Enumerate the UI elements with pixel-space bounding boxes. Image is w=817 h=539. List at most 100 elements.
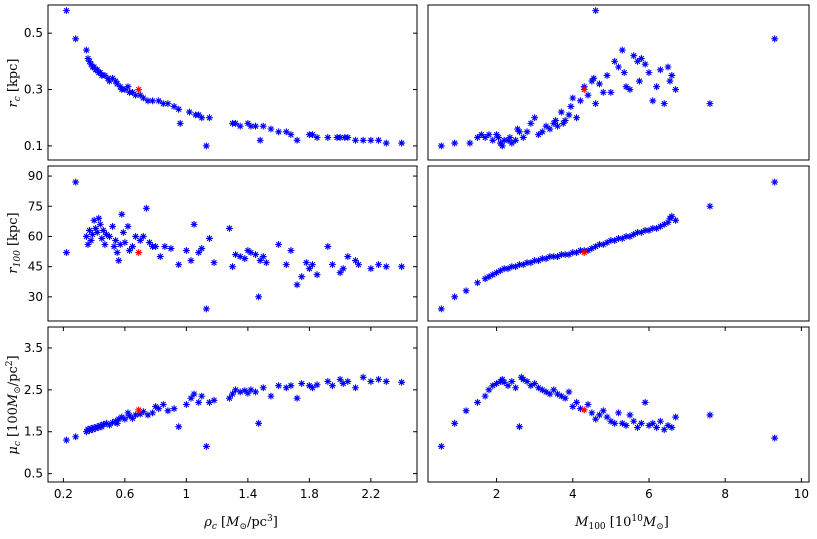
- data-point: [302, 259, 310, 267]
- data-point: [324, 377, 332, 386]
- xtick-label: 1: [183, 487, 191, 501]
- data-point: [672, 413, 680, 421]
- data-point: [534, 257, 543, 265]
- data-point: [298, 380, 306, 388]
- data-point: [561, 116, 569, 125]
- data-point: [287, 246, 295, 255]
- data-point: [351, 136, 360, 144]
- data-point: [259, 384, 267, 392]
- data-point: [672, 85, 680, 94]
- data-point: [565, 251, 573, 259]
- data-point: [553, 253, 562, 261]
- data-point: [202, 442, 210, 450]
- data-point: [607, 88, 615, 96]
- data-point: [275, 382, 283, 390]
- data-point: [771, 434, 779, 442]
- data-point: [116, 240, 124, 249]
- data-point: [531, 114, 539, 122]
- data-point: [553, 122, 562, 130]
- data-point: [139, 94, 147, 102]
- data-point: [513, 125, 522, 133]
- data-point: [344, 253, 352, 261]
- ytick-label: 2.5: [24, 383, 43, 397]
- data-point: [550, 386, 558, 394]
- data-point: [109, 418, 117, 427]
- data-point: [637, 228, 645, 236]
- data-point: [205, 114, 213, 122]
- data-point: [62, 249, 70, 257]
- data-point: [489, 382, 497, 390]
- data-point: [382, 139, 390, 147]
- data-point: [645, 69, 653, 77]
- data-point: [132, 91, 140, 99]
- data-point: [645, 226, 653, 234]
- data-point: [232, 119, 240, 127]
- data-point: [293, 136, 301, 144]
- data-point: [84, 240, 92, 249]
- data-point: [164, 407, 172, 415]
- data-point: [504, 136, 512, 144]
- data-point: [512, 384, 520, 392]
- data-point: [668, 423, 676, 432]
- data-point: [367, 136, 375, 144]
- data-point: [109, 222, 117, 230]
- data-point: [569, 94, 577, 102]
- data-point: [225, 394, 233, 402]
- data-point: [104, 74, 112, 82]
- data-point: [98, 234, 106, 243]
- data-point: [267, 125, 275, 133]
- data-point: [241, 387, 249, 395]
- data-point: [129, 242, 137, 251]
- data-point: [113, 80, 121, 88]
- data-point: [527, 119, 535, 127]
- data-point: [118, 210, 126, 218]
- data-point: [595, 240, 603, 249]
- data-point: [336, 133, 344, 142]
- data-point: [603, 413, 611, 421]
- data-point: [576, 405, 584, 413]
- data-point: [282, 261, 290, 269]
- data-point: [398, 139, 406, 147]
- data-point: [252, 388, 260, 396]
- data-point: [618, 234, 626, 243]
- data-point: [241, 255, 249, 263]
- data-point: [225, 224, 233, 232]
- data-point: [351, 257, 360, 265]
- xtick-label: 2: [493, 487, 501, 501]
- data-point: [313, 133, 321, 142]
- data-point: [553, 390, 562, 398]
- data-point: [611, 57, 619, 65]
- data-point: [256, 136, 264, 144]
- data-point: [634, 228, 642, 236]
- data-point: [437, 442, 445, 450]
- ytick-label: 3.5: [24, 341, 43, 355]
- data-point: [105, 232, 114, 241]
- data-point: [542, 255, 550, 263]
- panel-frame: [427, 4, 810, 161]
- data-point: [584, 246, 592, 255]
- data-point: [607, 236, 615, 245]
- panel-middle-right: [427, 165, 810, 322]
- data-point: [198, 392, 206, 400]
- data-point: [649, 97, 657, 105]
- data-point: [569, 403, 577, 411]
- data-point: [519, 261, 527, 269]
- data-point: [481, 392, 489, 400]
- data-point: [561, 394, 569, 402]
- data-point: [706, 411, 714, 419]
- panel-bottom-left: 0.5 1.5 2.5 3.5 0.2 0.6 1 1.4 1.8 2.2: [24, 326, 418, 501]
- ytick-label: 30: [28, 290, 43, 304]
- data-point: [247, 386, 255, 394]
- data-point: [90, 63, 98, 71]
- data-point: [159, 400, 167, 409]
- data-point: [182, 246, 190, 255]
- data-point: [313, 271, 321, 279]
- data-point: [115, 257, 123, 265]
- data-point: [576, 97, 584, 105]
- data-point: [660, 426, 668, 434]
- data-point: [124, 222, 132, 230]
- data-point: [500, 265, 508, 273]
- data-point: [328, 382, 336, 390]
- data-point: [344, 133, 352, 142]
- data-point: [664, 218, 672, 226]
